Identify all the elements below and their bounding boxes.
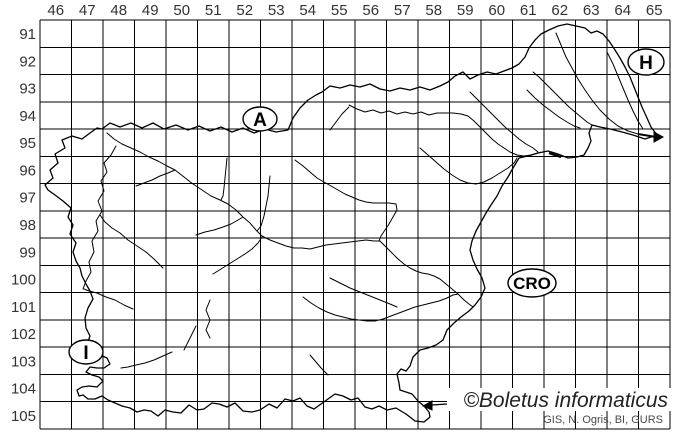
country-ellipse-cro: [507, 268, 557, 298]
river-dravinja: [419, 147, 518, 185]
column-label: 50: [173, 2, 190, 19]
row-label: 92: [19, 53, 36, 70]
column-label: 51: [205, 2, 222, 19]
column-label: 63: [583, 2, 600, 19]
column-label: 61: [520, 2, 537, 19]
column-label: 57: [394, 2, 411, 19]
river-vipava: [83, 288, 134, 310]
river-drava: [348, 104, 539, 157]
river-mirna: [329, 277, 398, 308]
column-label: 52: [236, 2, 253, 19]
column-label: 56: [362, 2, 379, 19]
column-label: 46: [47, 2, 64, 19]
column-label: 54: [299, 2, 316, 19]
column-label: 64: [614, 2, 631, 19]
column-label: 49: [142, 2, 159, 19]
river-pivka: [183, 325, 197, 351]
row-label: 105: [11, 408, 36, 425]
rivers: [82, 32, 644, 376]
country-ellipse-i: [68, 339, 104, 365]
row-label: 98: [19, 217, 36, 234]
map-markers: [421, 131, 665, 411]
grid-row-labels: 91 92 93 94 95 96 97 98 99 100 101 102 103 104 105: [11, 26, 36, 425]
column-label: 59: [457, 2, 474, 19]
arrow-marker: [421, 400, 433, 411]
river-ljubljanica: [212, 236, 263, 275]
country-label-a: A: [253, 110, 267, 131]
river-sora: [195, 216, 244, 236]
river-kokra: [220, 157, 228, 201]
river-rinza: [309, 354, 329, 376]
country-ellipse-a: [242, 106, 278, 132]
row-label: 97: [19, 190, 36, 207]
country-label-i: I: [83, 343, 88, 364]
river-sava-bohinjka: [135, 169, 176, 187]
river-cerknica-stream: [205, 299, 211, 339]
column-label: 58: [425, 2, 442, 19]
row-label: 103: [11, 353, 36, 370]
river-scavnica: [526, 89, 581, 129]
column-label: 60: [488, 2, 505, 19]
row-label: 94: [19, 108, 36, 125]
country-label-cro: CRO: [513, 274, 551, 293]
row-label: 96: [19, 162, 36, 179]
column-label: 55: [331, 2, 348, 19]
grid-lines: [39, 19, 671, 430]
grid-column-labels: 46 47 48 49 50 51 52 53 54 55 56 57 58 59 60 61 62 63 64 65: [47, 2, 662, 19]
copyright-text: ©Boletus informaticus: [463, 389, 668, 412]
row-label: 95: [19, 135, 36, 152]
river-sava: [174, 169, 474, 308]
copyright-backplate: [447, 388, 673, 411]
country-border: [44, 23, 658, 423]
credits-text: GIS, N. Ogris, BI, GURS: [543, 414, 663, 426]
river-idrijca: [99, 214, 164, 269]
column-label: 48: [110, 2, 127, 19]
river-savinja: [294, 159, 398, 242]
row-label: 101: [11, 299, 36, 316]
column-label: 62: [551, 2, 568, 19]
river-reka: [120, 351, 173, 369]
river-velika-krka: [606, 51, 644, 130]
river-ledava: [555, 32, 639, 135]
river-kamniska-bistrica: [256, 175, 271, 232]
row-label: 93: [19, 81, 36, 98]
row-label: 100: [11, 272, 36, 289]
river-mura: [532, 71, 593, 126]
row-label: 104: [11, 381, 36, 398]
column-label: 47: [79, 2, 96, 19]
river-pesnica: [469, 91, 539, 153]
marker-line: [548, 151, 562, 159]
row-label: 99: [19, 244, 36, 261]
column-label: 65: [646, 2, 663, 19]
country-labels: A H CRO I: [68, 48, 665, 365]
row-label: 102: [11, 326, 36, 343]
country-label-h: H: [639, 53, 653, 74]
arrow-marker: [653, 131, 665, 143]
column-label: 53: [268, 2, 285, 19]
row-label: 91: [19, 26, 36, 43]
marker-line: [431, 403, 448, 406]
river-krka: [302, 293, 459, 322]
country-border-outline: [44, 23, 658, 423]
marker-line: [637, 133, 657, 138]
river-sava-dolinka: [106, 132, 176, 171]
river-meza: [329, 106, 350, 131]
country-ellipse-h: [627, 48, 665, 76]
river-soca: [82, 145, 117, 290]
